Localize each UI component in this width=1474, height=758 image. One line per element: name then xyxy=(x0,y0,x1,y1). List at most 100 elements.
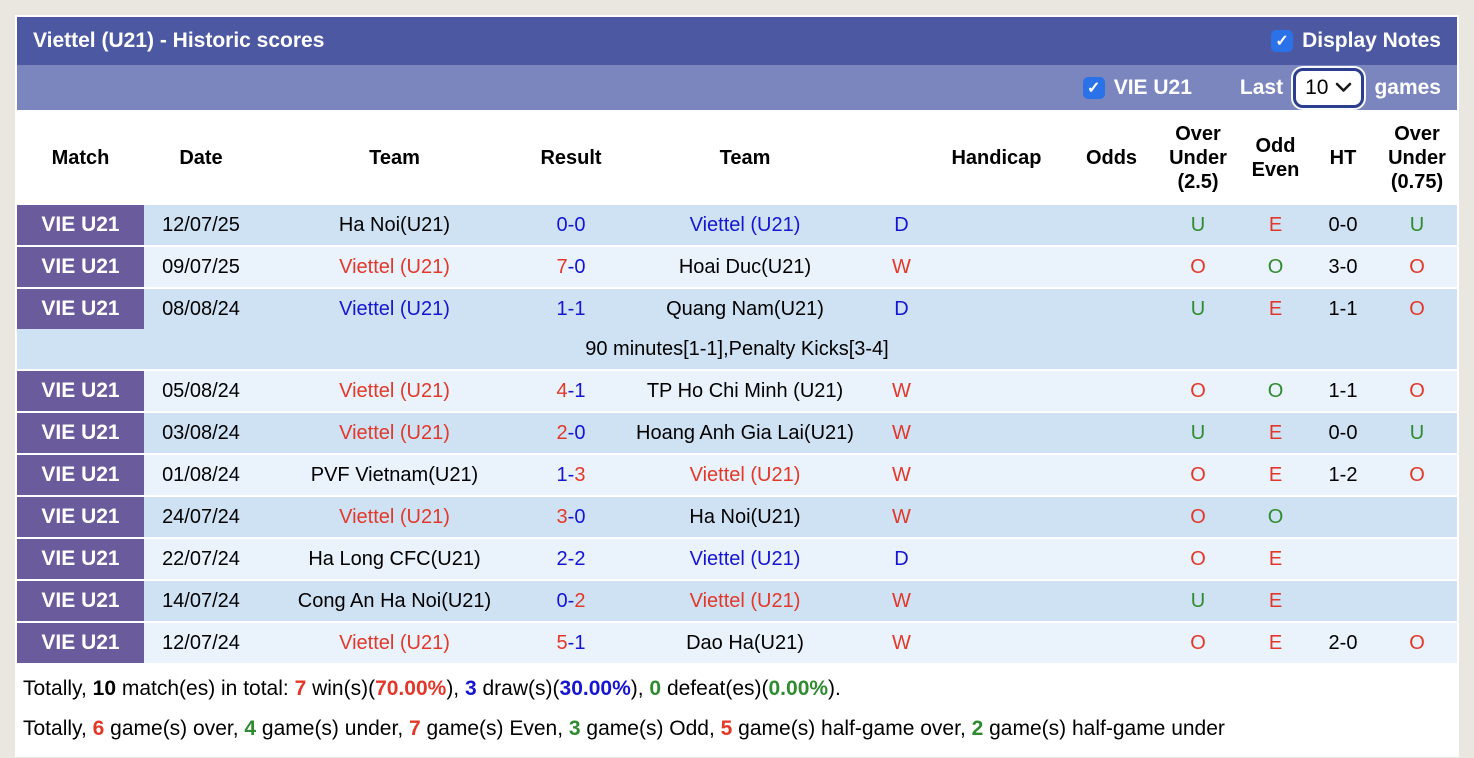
result-cell: 5-1 xyxy=(531,623,611,663)
over-under-0-75-cell xyxy=(1377,497,1457,537)
outcome-cell: W xyxy=(879,581,924,621)
over-under-2-5-cell: U xyxy=(1154,581,1242,621)
over-under-0-75-cell xyxy=(1377,581,1457,621)
outcome-cell: W xyxy=(879,623,924,663)
away-team-cell: TP Ho Chi Minh (U21) xyxy=(611,371,879,411)
col-header-team-away: Team xyxy=(719,146,771,169)
games-count-select[interactable]: 10 xyxy=(1293,67,1365,108)
odd-even-cell: E xyxy=(1242,539,1309,579)
table-header: Match Date Team Result Team Handicap Odd… xyxy=(17,110,1457,205)
result-cell: 2-0 xyxy=(531,413,611,453)
outcome-cell: W xyxy=(879,371,924,411)
outcome-cell: D xyxy=(879,539,924,579)
display-notes-checkbox[interactable]: ✓ xyxy=(1271,30,1294,52)
filter-bar: ✓ VIE U21 Last 10 games xyxy=(17,65,1457,110)
check-icon: ✓ xyxy=(1275,33,1289,50)
table-row: VIE U21 01/08/24 PVF Vietnam(U21) 1-3 Viette… xyxy=(17,455,1457,495)
away-team-cell: Viettel (U21) xyxy=(611,455,879,495)
outcome-cell: W xyxy=(879,497,924,537)
date-cell: 22/07/24 xyxy=(144,539,258,579)
col-header-over-under-2-5: Over Under (2.5) xyxy=(1169,122,1227,193)
odd-even-cell: O xyxy=(1242,247,1309,287)
page-title: Viettel (U21) - Historic scores xyxy=(33,29,325,52)
result-cell: 0-0 xyxy=(531,205,611,245)
away-team-cell: Quang Nam(U21) xyxy=(611,289,879,329)
match-badge: VIE U21 xyxy=(17,371,144,411)
ht-cell: 0-0 xyxy=(1309,413,1377,453)
odds-cell xyxy=(1069,581,1154,621)
games-label: games xyxy=(1374,75,1441,99)
date-cell: 09/07/25 xyxy=(144,247,258,287)
handicap-cell xyxy=(924,205,1069,245)
odds-cell xyxy=(1069,539,1154,579)
odd-even-cell: E xyxy=(1242,289,1309,329)
table-row: VIE U21 22/07/24 Ha Long CFC(U21) 2-2 Viette… xyxy=(17,539,1457,579)
match-badge: VIE U21 xyxy=(17,455,144,495)
result-cell: 7-0 xyxy=(531,247,611,287)
result-cell: 0-2 xyxy=(531,581,611,621)
result-cell: 1-1 xyxy=(531,289,611,329)
home-team-cell: Viettel (U21) xyxy=(258,371,531,411)
chevron-down-icon xyxy=(1336,82,1352,92)
odd-even-cell: E xyxy=(1242,623,1309,663)
away-team-cell: Dao Ha(U21) xyxy=(611,623,879,663)
over-under-0-75-cell: O xyxy=(1377,623,1457,663)
odds-cell xyxy=(1069,497,1154,537)
over-under-0-75-cell: U xyxy=(1377,205,1457,245)
odd-even-cell: E xyxy=(1242,413,1309,453)
odds-cell xyxy=(1069,289,1154,329)
summary-line-overs: Totally, 6 game(s) over, 4 game(s) under… xyxy=(23,717,1225,740)
table-row: VIE U21 08/08/24 Viettel (U21) 1-1 Quang Nam… xyxy=(17,289,1457,329)
team-filter-toggle[interactable]: ✓ VIE U21 xyxy=(1082,76,1192,100)
match-badge: VIE U21 xyxy=(17,623,144,663)
ht-cell xyxy=(1309,539,1377,579)
date-cell: 24/07/24 xyxy=(144,497,258,537)
over-under-2-5-cell: O xyxy=(1154,455,1242,495)
table-row: VIE U21 12/07/25 Ha Noi(U21) 0-0 Viettel (U2… xyxy=(17,205,1457,245)
content-panel: Viettel (U21) - Historic scores ✓ Displa… xyxy=(15,15,1459,757)
over-under-0-75-cell: O xyxy=(1377,289,1457,329)
match-badge: VIE U21 xyxy=(17,497,144,537)
last-label: Last xyxy=(1239,75,1284,99)
match-badge: VIE U21 xyxy=(17,205,144,245)
home-team-cell: Ha Noi(U21) xyxy=(258,205,531,245)
odd-even-cell: E xyxy=(1242,205,1309,245)
away-team-cell: Hoai Duc(U21) xyxy=(611,247,879,287)
odds-cell xyxy=(1069,205,1154,245)
result-cell: 3-0 xyxy=(531,497,611,537)
date-cell: 08/08/24 xyxy=(144,289,258,329)
away-team-cell: Ha Noi(U21) xyxy=(611,497,879,537)
team-filter-checkbox[interactable]: ✓ xyxy=(1082,76,1105,99)
handicap-cell xyxy=(924,497,1069,537)
outcome-cell: W xyxy=(879,455,924,495)
odd-even-cell: E xyxy=(1242,455,1309,495)
handicap-cell xyxy=(924,581,1069,621)
home-team-cell: Viettel (U21) xyxy=(258,623,531,663)
outcome-cell: W xyxy=(879,413,924,453)
over-under-2-5-cell: U xyxy=(1154,413,1242,453)
over-under-2-5-cell: O xyxy=(1154,539,1242,579)
odds-cell xyxy=(1069,623,1154,663)
table-row: VIE U21 09/07/25 Viettel (U21) 7-0 Hoai Duc(… xyxy=(17,247,1457,287)
ht-cell: 0-0 xyxy=(1309,205,1377,245)
date-cell: 05/08/24 xyxy=(144,371,258,411)
away-team-cell: Viettel (U21) xyxy=(611,539,879,579)
odds-cell xyxy=(1069,455,1154,495)
odds-cell xyxy=(1069,247,1154,287)
display-notes-toggle[interactable]: ✓ Display Notes xyxy=(1271,29,1441,53)
home-team-cell: Viettel (U21) xyxy=(258,247,531,287)
odds-cell xyxy=(1069,413,1154,453)
over-under-2-5-cell: O xyxy=(1154,623,1242,663)
summary-line-results: Totally, 10 match(es) in total: 7 win(s)… xyxy=(23,677,841,700)
result-cell: 1-3 xyxy=(531,455,611,495)
over-under-2-5-cell: U xyxy=(1154,289,1242,329)
over-under-2-5-cell: O xyxy=(1154,497,1242,537)
match-badge: VIE U21 xyxy=(17,413,144,453)
summary: Totally, 10 match(es) in total: 7 win(s)… xyxy=(17,665,1457,755)
col-header-team-home: Team xyxy=(369,146,420,169)
handicap-cell xyxy=(924,413,1069,453)
result-cell: 4-1 xyxy=(531,371,611,411)
handicap-cell xyxy=(924,247,1069,287)
over-under-0-75-cell: O xyxy=(1377,371,1457,411)
note-row: 90 minutes[1-1],Penalty Kicks[3-4] xyxy=(17,329,1457,369)
